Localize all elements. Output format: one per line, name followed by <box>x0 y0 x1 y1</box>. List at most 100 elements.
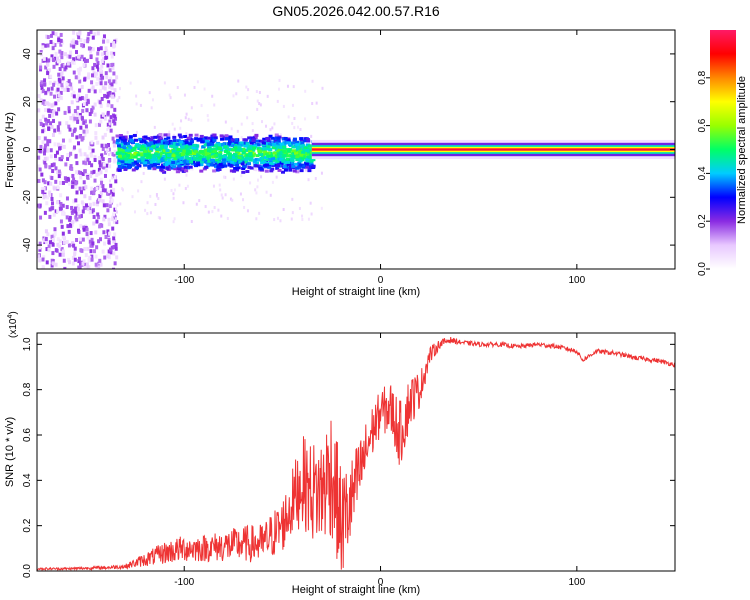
heatmap-cell <box>276 149 281 153</box>
heatmap-cell <box>267 143 272 147</box>
heatmap-cell <box>271 180 274 184</box>
heatmap-cell <box>298 149 303 153</box>
heatmap-cell <box>117 164 122 168</box>
heatmap-cell <box>304 89 307 93</box>
heatmap-cell <box>111 226 115 231</box>
heatmap-cell <box>88 210 92 215</box>
heatmap-cell <box>198 138 203 142</box>
heatmap-cell <box>112 244 116 249</box>
heatmap-cell <box>128 135 133 139</box>
heatmap-cell <box>45 156 49 161</box>
heatmap-cell <box>138 137 143 141</box>
heatmap-cell <box>88 255 92 260</box>
heatmap-cell <box>278 78 281 82</box>
heatmap-cell <box>213 136 218 140</box>
heatmap-cell <box>142 171 145 175</box>
heatmap-cell <box>54 56 58 61</box>
heatmap-cell <box>118 154 123 158</box>
heatmap-cell <box>178 143 183 147</box>
heatmap-cell <box>124 163 129 167</box>
heatmap-cell <box>273 155 278 159</box>
heatmap-cell <box>190 106 193 110</box>
heatmap-cell <box>114 179 118 184</box>
heatmap-cell <box>43 148 47 153</box>
heatmap-cell <box>106 39 110 44</box>
heatmap-cell <box>259 156 264 160</box>
heatmap-cell <box>39 63 43 68</box>
heatmap-cell <box>75 170 79 175</box>
heatmap-cell <box>212 133 217 137</box>
heatmap-cell <box>176 147 181 151</box>
heatmap-cell <box>40 186 44 191</box>
heatmap-cell <box>216 165 221 169</box>
heatmap-cell <box>194 137 199 141</box>
heatmap-cell <box>139 153 144 157</box>
heatmap-cell <box>255 161 260 165</box>
heatmap-cell <box>37 164 41 169</box>
heatmap-cell <box>320 171 323 175</box>
heatmap-cell <box>61 180 65 185</box>
heatmap-cell <box>316 115 319 119</box>
heatmap-cell <box>48 113 52 118</box>
heatmap-cell <box>287 115 290 119</box>
heatmap-cell <box>105 163 109 168</box>
heatmap-cell <box>123 152 128 156</box>
heatmap-cell <box>44 90 48 95</box>
heatmap-cell <box>243 205 246 209</box>
heatmap-cell <box>93 73 97 78</box>
heatmap-cell <box>291 211 294 215</box>
heatmap-cell <box>147 145 152 149</box>
heatmap-cell <box>51 31 55 36</box>
heatmap-cell <box>295 140 300 144</box>
heatmap-cell <box>266 154 271 158</box>
chart-title: GN05.2026.042.00.57.R16 <box>272 3 440 19</box>
heatmap-cell <box>186 160 191 164</box>
heatmap-cell <box>46 139 50 144</box>
heatmap-cell <box>88 146 92 151</box>
heatmap-cell <box>158 152 163 156</box>
colorbar-tick-label: 0.6 <box>697 118 708 132</box>
heatmap-cell <box>37 254 41 259</box>
heatmap-cell <box>56 97 60 102</box>
heatmap-cell <box>82 129 86 134</box>
heatmap-cell <box>94 131 98 136</box>
heatmap-cell <box>196 80 199 84</box>
heatmap-cell <box>54 153 58 158</box>
heatmap-cell <box>50 201 54 206</box>
heatmap-cell <box>46 71 50 76</box>
heatmap-cell <box>49 181 53 186</box>
heatmap-cell <box>272 142 277 146</box>
heatmap-cell <box>321 86 324 90</box>
heatmap-cell <box>49 33 53 38</box>
heatmap-cell <box>247 136 252 140</box>
heatmap-cell <box>168 155 173 159</box>
y-tick-label: 20 <box>22 96 33 108</box>
heatmap-cell <box>220 154 225 158</box>
heatmap-cell <box>107 126 110 130</box>
heatmap-cell <box>228 139 233 143</box>
heatmap-cell <box>278 87 281 91</box>
heatmap-cell <box>38 258 42 263</box>
y-tick-label: 0.2 <box>22 518 33 532</box>
heatmap-cell <box>206 154 211 158</box>
heatmap-cell <box>102 230 106 235</box>
heatmap-cell <box>176 86 179 90</box>
heatmap-cell <box>115 81 118 85</box>
heatmap-cell <box>204 148 209 152</box>
heatmap-cell <box>83 119 87 124</box>
heatmap-cell <box>53 43 57 48</box>
heatmap-cell <box>43 101 47 106</box>
heatmap-cell <box>265 161 270 165</box>
heatmap-cell <box>215 158 220 162</box>
heatmap-cell <box>37 203 41 208</box>
heatmap-cell <box>310 168 313 172</box>
heatmap-cell <box>71 220 75 225</box>
heatmap-cell <box>105 94 109 99</box>
heatmap-cell <box>82 101 86 106</box>
heatmap-cell <box>48 214 52 219</box>
heatmap-cell <box>282 152 287 156</box>
heatmap-cell <box>304 168 307 172</box>
heatmap-cell <box>71 261 75 266</box>
heatmap-cell <box>59 143 63 148</box>
heatmap-cell <box>224 137 229 141</box>
